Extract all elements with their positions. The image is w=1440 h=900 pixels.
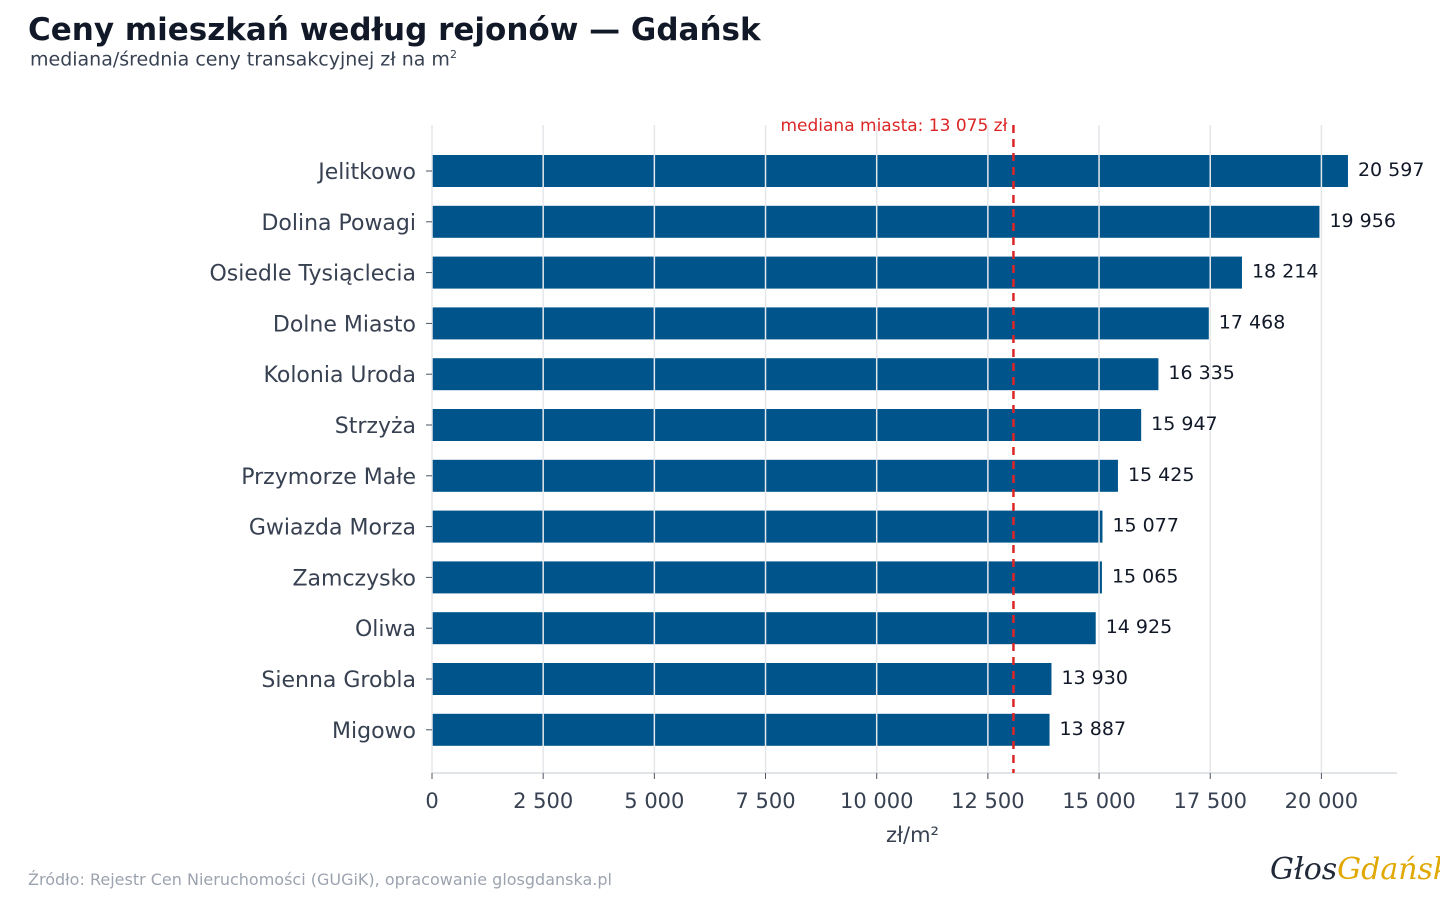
category-label: Sienna Grobla (261, 668, 416, 693)
x-tick-label: 2 500 (513, 789, 573, 813)
category-label: Oliwa (355, 617, 416, 642)
bar (432, 409, 1142, 441)
value-label: 19 956 (1329, 210, 1395, 232)
bar (432, 612, 1096, 645)
value-label: 20 597 (1358, 159, 1424, 181)
x-tick-label: 17 500 (1173, 789, 1246, 813)
chart-title: Ceny mieszkań według rejonów — Gdańsk (28, 12, 761, 48)
bar (432, 663, 1052, 695)
chart-subtitle: mediana/średnia ceny transakcyjnej zł na… (30, 48, 457, 70)
category-label: Kolonia Uroda (264, 363, 416, 388)
x-tick-label: 7 500 (735, 789, 795, 813)
category-label: Zamczysko (292, 566, 416, 591)
x-tick-label: 10 000 (840, 789, 913, 813)
value-label: 17 468 (1219, 311, 1285, 333)
subtitle-superscript: 2 (449, 48, 457, 61)
bar (432, 358, 1159, 391)
category-label: Osiedle Tysiąclecia (209, 262, 416, 287)
category-label: Migowo (332, 719, 416, 744)
category-label: Jelitkowo (316, 160, 416, 185)
value-label: 14 925 (1106, 616, 1172, 638)
value-label: 13 887 (1060, 718, 1126, 740)
value-label: 15 947 (1151, 413, 1217, 435)
value-label: 18 214 (1252, 261, 1318, 283)
category-label: Dolne Miasto (273, 312, 416, 337)
bar (432, 205, 1320, 238)
category-label: Gwiazda Morza (249, 516, 416, 541)
category-label: Przymorze Małe (241, 465, 416, 490)
category-label: Dolina Powagi (261, 211, 416, 236)
value-label: 15 425 (1128, 464, 1194, 486)
value-label: 15 065 (1112, 565, 1178, 587)
median-label: mediana miasta: 13 075 zł (780, 116, 1007, 136)
bar (432, 307, 1209, 340)
bar (432, 510, 1103, 543)
bar (432, 713, 1050, 746)
glos-gdanska-logo: GłosGdańska (1270, 852, 1440, 887)
logo-part-1: Głos (1270, 852, 1338, 887)
x-tick-label: 5 000 (624, 789, 684, 813)
bar (432, 256, 1242, 289)
bar (432, 459, 1118, 492)
bar (432, 561, 1102, 594)
subtitle-text: mediana/średnia ceny transakcyjnej zł na… (30, 48, 450, 71)
bar (432, 155, 1348, 187)
x-tick-label: 20 000 (1285, 789, 1358, 813)
x-axis-label: zł/m² (886, 823, 939, 847)
source-note: Źródło: Rejestr Cen Nieruchomości (GUGiK… (28, 870, 612, 889)
category-label: Strzyża (335, 414, 416, 439)
x-tick-label: 12 500 (951, 789, 1024, 813)
value-label: 16 335 (1168, 362, 1234, 384)
value-label: 13 930 (1061, 667, 1127, 689)
value-label: 15 077 (1112, 515, 1178, 537)
x-tick-label: 15 000 (1062, 789, 1135, 813)
logo-part-2: Gdańska (1337, 852, 1440, 887)
x-tick-label: 0 (425, 789, 438, 813)
